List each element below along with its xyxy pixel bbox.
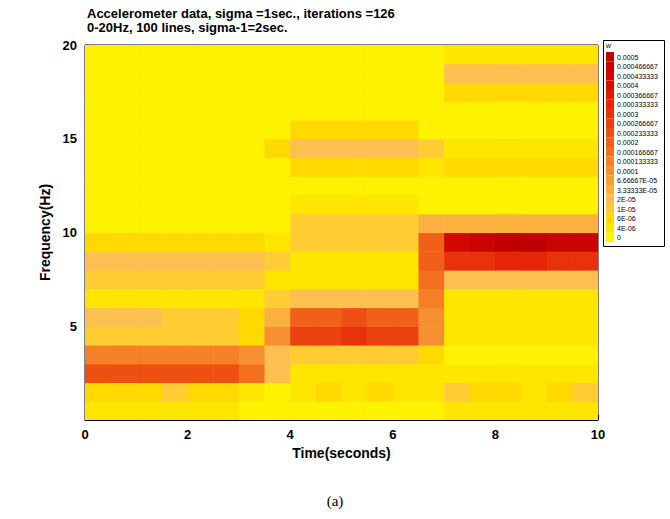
svg-text:w: w <box>606 42 612 49</box>
svg-text:2: 2 <box>184 427 191 442</box>
svg-text:0-20Hz, 100 lines, sigma-1=2se: 0-20Hz, 100 lines, sigma-1=2sec. <box>87 20 288 35</box>
svg-text:6.66667E-05: 6.66667E-05 <box>617 177 657 184</box>
svg-text:0.000466667: 0.000466667 <box>617 63 658 70</box>
svg-text:0.0001: 0.0001 <box>617 168 639 175</box>
svg-text:4: 4 <box>287 427 295 442</box>
svg-text:3.33333E-05: 3.33333E-05 <box>617 187 657 194</box>
svg-text:6E-06: 6E-06 <box>617 215 636 222</box>
svg-text:0: 0 <box>617 234 621 241</box>
svg-text:Time(seconds): Time(seconds) <box>292 445 391 461</box>
svg-text:Frequency(Hz): Frequency(Hz) <box>37 184 53 281</box>
svg-text:0.000233333: 0.000233333 <box>617 130 658 137</box>
svg-text:0.000333333: 0.000333333 <box>617 101 658 108</box>
svg-text:0.000433333: 0.000433333 <box>617 73 658 80</box>
svg-text:2E-05: 2E-05 <box>617 196 636 203</box>
svg-text:6: 6 <box>389 427 396 442</box>
svg-text:5: 5 <box>70 319 77 334</box>
svg-text:0.0005: 0.0005 <box>617 54 639 61</box>
svg-text:0.0004: 0.0004 <box>617 82 639 89</box>
svg-text:0.000266667: 0.000266667 <box>617 120 658 127</box>
svg-text:20: 20 <box>63 38 77 53</box>
svg-text:1E-05: 1E-05 <box>617 206 636 213</box>
svg-text:0.0002: 0.0002 <box>617 139 639 146</box>
svg-text:(a): (a) <box>327 493 344 510</box>
svg-text:8: 8 <box>492 427 499 442</box>
svg-text:0.0003: 0.0003 <box>617 111 639 118</box>
svg-text:0: 0 <box>81 427 88 442</box>
svg-text:15: 15 <box>63 131 77 146</box>
svg-text:10: 10 <box>591 427 605 442</box>
svg-text:4E-06: 4E-06 <box>617 225 636 232</box>
svg-text:Accelerometer data, sigma =1se: Accelerometer data, sigma =1sec., iterat… <box>87 6 395 21</box>
svg-text:0.000366667: 0.000366667 <box>617 92 658 99</box>
svg-text:0.000133333: 0.000133333 <box>617 158 658 165</box>
svg-text:10: 10 <box>63 225 77 240</box>
svg-text:0.000166667: 0.000166667 <box>617 149 658 156</box>
